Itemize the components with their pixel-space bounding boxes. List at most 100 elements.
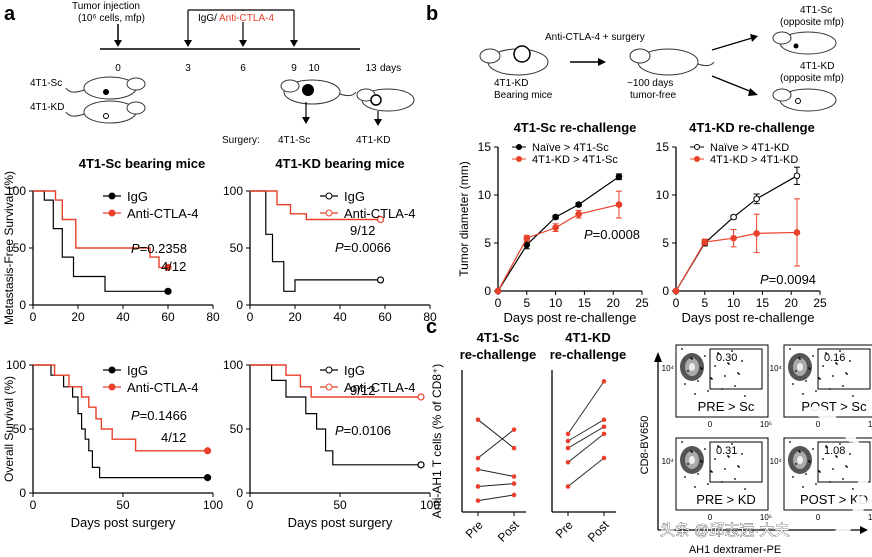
chart-mfs-kd: 0 20 40 60 80 0 50 100 4T1-KD bearing mice IgG Ant… xyxy=(223,156,437,324)
series-end-marker xyxy=(164,287,172,295)
flow-event xyxy=(714,365,716,367)
flow-event xyxy=(731,443,733,445)
series-line xyxy=(250,190,381,221)
data-point xyxy=(615,201,623,208)
data-point xyxy=(511,492,517,498)
data-point xyxy=(511,427,517,432)
data-point xyxy=(552,224,559,231)
y-tick-label: 100 xyxy=(223,184,243,198)
schematic-left-line2: Bearing mice xyxy=(494,90,553,101)
flow-gate-value: 0.30 xyxy=(716,352,737,364)
flow-plot-label: PRE > Sc xyxy=(698,399,755,414)
flow-event xyxy=(798,450,800,452)
flow-event xyxy=(822,365,824,367)
x-tick-label: Post xyxy=(585,517,612,544)
flow-event xyxy=(849,360,851,362)
series-line xyxy=(250,364,421,398)
flow-event xyxy=(852,395,854,397)
series-line xyxy=(33,364,208,479)
y-tick-label: 50 xyxy=(13,241,27,255)
flow-event xyxy=(812,448,814,450)
chart-title: 4T1-Sc re-challenge xyxy=(514,120,637,135)
data-point xyxy=(475,417,481,423)
pair-line xyxy=(567,457,605,487)
data-point xyxy=(701,238,709,246)
legend-label: 4T1-KD > 4T1-Sc xyxy=(532,154,618,166)
x-tick-label: 80 xyxy=(206,310,220,324)
x-tick-label: 20 xyxy=(607,296,621,310)
flow-event xyxy=(694,486,696,488)
timeline-title: Tumor injection xyxy=(72,1,140,12)
flow-event xyxy=(839,443,841,445)
y-tick-label: 0 xyxy=(236,298,243,312)
flow-x-tick: 10⁵ xyxy=(760,420,772,429)
data-point xyxy=(565,484,571,489)
flow-event xyxy=(808,367,810,369)
x-tick-label: 0 xyxy=(30,310,37,324)
legend-label: Anti-CTLA-4 xyxy=(127,380,199,395)
chart-title: 4T1-KD re-challenge xyxy=(689,120,815,135)
flow-event xyxy=(818,470,820,472)
surgery-sc-label: 4T1-Sc xyxy=(278,135,310,146)
panel-label-a: a xyxy=(4,3,16,25)
chart-title-line1: 4T1-Sc xyxy=(477,330,520,345)
flow-event xyxy=(690,450,692,452)
chart-mfs-sc: 0 20 40 60 80 0 50 100 4T1-Sc bearing mice Metast… xyxy=(2,156,220,325)
flow-event xyxy=(802,393,804,395)
flow-cluster-center xyxy=(689,363,695,371)
x-tick-label: 100 xyxy=(203,498,223,512)
flow-x-tick: 0 xyxy=(708,513,713,522)
legend-label: Anti-CTLA-4 xyxy=(127,206,199,221)
flow-event xyxy=(835,362,837,364)
flow-event xyxy=(707,483,709,485)
mouse-sc-icon xyxy=(65,76,146,100)
flow-event xyxy=(792,476,794,478)
y-tick-label: 0 xyxy=(19,486,26,500)
flow-event xyxy=(852,488,854,490)
p-value: P=0.0008 xyxy=(584,227,640,242)
data-point xyxy=(601,379,607,384)
rechallenge-schematic: 4T1-KD Bearing mice Anti-CTLA-4 + surger… xyxy=(479,5,844,112)
y-tick-label: 0 xyxy=(236,486,243,500)
flow-x-tick: 10⁵ xyxy=(868,420,872,429)
x-tick-label: 0 xyxy=(247,498,254,512)
flow-event xyxy=(734,385,736,387)
timeline-day-label: 13 xyxy=(365,63,377,74)
flow-y-tick: 10⁴ xyxy=(662,457,675,466)
y-axis-label: Overall Survival (%) xyxy=(2,376,16,482)
data-point xyxy=(672,287,680,295)
flow-event xyxy=(690,357,692,359)
x-tick-label: 20 xyxy=(288,310,302,324)
data-point xyxy=(793,172,801,180)
flow-event xyxy=(741,360,743,362)
legend-marker xyxy=(108,192,116,200)
flow-event xyxy=(734,478,736,480)
pair-line xyxy=(567,433,605,463)
watermark: 头条 @邱志远·大夫 xyxy=(660,522,789,539)
series-end-marker xyxy=(376,276,385,284)
legend-label: Naïve > 4T1-KD xyxy=(710,142,789,154)
pair-line xyxy=(567,419,605,442)
flow-event xyxy=(825,352,827,354)
y-tick-label: 100 xyxy=(223,358,243,372)
flow-gate xyxy=(817,348,871,390)
flow-event xyxy=(808,460,810,462)
x-tick-label: Pre xyxy=(553,518,576,541)
legend-marker xyxy=(325,383,333,391)
x-tick-label: 20 xyxy=(785,296,799,310)
series-end-marker xyxy=(417,461,425,469)
y-tick-label: 50 xyxy=(230,422,244,436)
flow-event xyxy=(714,458,716,460)
flow-gate-value: 0.16 xyxy=(824,352,845,364)
flow-event xyxy=(744,488,746,490)
flow-event xyxy=(724,468,726,470)
flow-event xyxy=(792,383,794,385)
x-tick-label: 10 xyxy=(727,296,741,310)
y-tick-label: 50 xyxy=(13,422,27,436)
data-point xyxy=(523,241,531,249)
fraction-annotation: 9/12 xyxy=(350,223,375,238)
data-point xyxy=(730,213,737,221)
x-axis-label: Days post surgery xyxy=(288,515,393,530)
flow-event xyxy=(805,380,807,382)
